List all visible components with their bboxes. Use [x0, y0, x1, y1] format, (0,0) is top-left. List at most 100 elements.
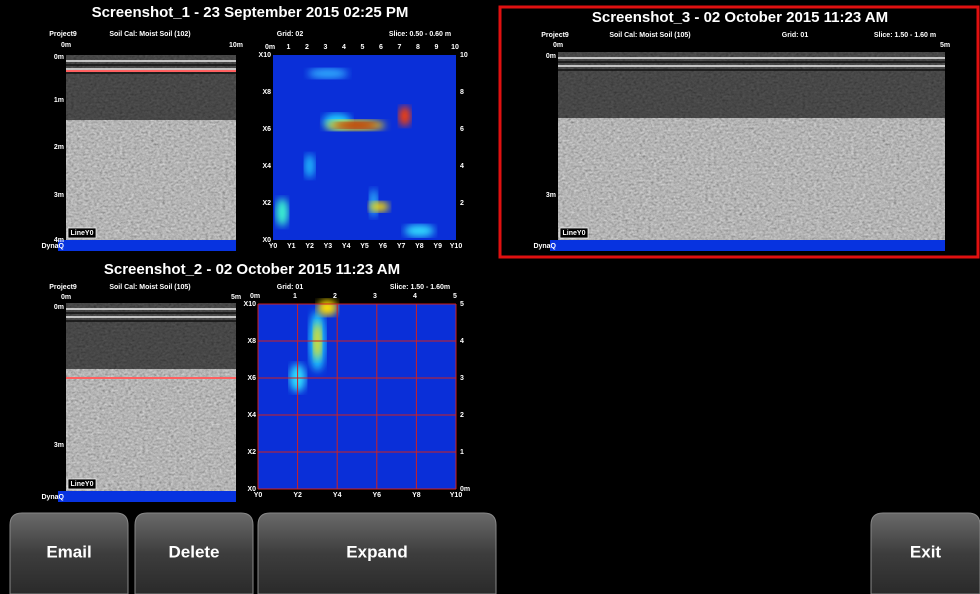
- info-grid: Grid: 01: [277, 284, 304, 291]
- map-left-label: X10: [259, 52, 272, 59]
- map-right-label: 6: [460, 126, 464, 133]
- line-label-box: [559, 227, 589, 239]
- map-right-label: 5: [460, 301, 464, 308]
- distance-label: 10m: [229, 42, 243, 49]
- map-top-label: 3: [373, 293, 377, 300]
- map-bottom-label: Y0: [254, 492, 263, 499]
- map-right-label: 2: [460, 200, 464, 207]
- map-left-label: X10: [244, 301, 257, 308]
- map-bottom-label: Y4: [342, 243, 351, 250]
- info-grid: Grid: 01: [782, 32, 809, 39]
- map-bottom-label: Y3: [324, 243, 333, 250]
- panel-title: Screenshot_2 - 02 October 2015 11:23 AM: [104, 261, 400, 278]
- info-slice: Slice: 1.50 - 1.60m: [390, 284, 450, 291]
- button[interactable]: [257, 512, 497, 594]
- map-bottom-label: Y10: [450, 492, 463, 499]
- map-right-label: 4: [460, 338, 464, 345]
- depth-label: 2m: [54, 144, 64, 151]
- line-label: LineY0: [71, 230, 94, 237]
- map-top-label: 1: [287, 44, 291, 51]
- map-top-label: 10: [451, 44, 459, 51]
- map-bottom-label: Y7: [397, 243, 406, 250]
- depth-label: 4m: [54, 237, 64, 244]
- distance-label: 0m: [61, 42, 71, 49]
- depth-label: 0m: [546, 53, 556, 60]
- button[interactable]: [9, 512, 129, 594]
- line-label: LineY0: [563, 230, 586, 237]
- heat-blob: [398, 106, 411, 127]
- map-left-label: X6: [262, 126, 271, 133]
- map-left-label: X6: [247, 375, 256, 382]
- line-label-box: [67, 478, 97, 490]
- status-bar: [58, 240, 236, 251]
- heat-blob: [307, 68, 348, 79]
- panel-title: Screenshot_3 - 02 October 2015 11:23 AM: [592, 9, 888, 26]
- slice-map: [258, 304, 456, 489]
- map-bottom-label: Y4: [333, 492, 342, 499]
- map-top-label: 0m: [265, 44, 275, 51]
- distance-label: 0m: [61, 294, 71, 301]
- button-label[interactable]: Email: [46, 542, 91, 561]
- depth-label: 3m: [54, 442, 64, 449]
- button[interactable]: [134, 512, 254, 594]
- map-bottom-label: Y10: [450, 243, 463, 250]
- map-top-label: 5: [361, 44, 365, 51]
- map-top-label: 3: [324, 44, 328, 51]
- info-slice: Slice: 0.50 - 0.60 m: [389, 31, 451, 38]
- depth-label: 3m: [546, 192, 556, 199]
- map-right-label: 3: [460, 375, 464, 382]
- brand: DynaQ: [41, 494, 64, 501]
- map-bottom-label: Y6: [379, 243, 388, 250]
- depth-label: 0m: [54, 54, 64, 61]
- map-left-label: X4: [262, 163, 271, 170]
- info-project: Project9: [49, 284, 77, 291]
- map-bottom-label: Y1: [287, 243, 296, 250]
- map-bottom-label: Y2: [293, 492, 302, 499]
- map-top-label: 8: [416, 44, 420, 51]
- map-top-label: 1: [293, 293, 297, 300]
- map-bottom-label: Y8: [412, 492, 421, 499]
- map-right-label: 4: [460, 163, 464, 170]
- map-top-label: 2: [305, 44, 309, 51]
- info-soil-cal: Soil Cal: Moist Soil (105): [109, 284, 190, 291]
- info-grid: Grid: 02: [277, 31, 304, 38]
- distance-label: 0m: [553, 42, 563, 49]
- heat-blob: [369, 201, 390, 212]
- button-label[interactable]: Exit: [910, 542, 942, 561]
- radargram-layers: [558, 52, 945, 118]
- map-top-label: 4: [413, 293, 417, 300]
- radargram-layers: [66, 55, 236, 120]
- selection-border: [498, 5, 980, 259]
- map-top-label: 5: [453, 293, 457, 300]
- map-bottom-label: Y5: [360, 243, 369, 250]
- map-left-label: X0: [262, 237, 271, 244]
- info-soil-cal: Soil Cal: Moist Soil (102): [109, 31, 190, 38]
- info-project: Project9: [49, 31, 77, 38]
- map-left-label: X0: [247, 486, 256, 493]
- map-top-label: 0m: [250, 293, 260, 300]
- radargram-layers: [66, 303, 236, 369]
- map-right-label: 0m: [460, 486, 470, 493]
- brand: DynaQ: [533, 243, 556, 250]
- depth-label: 3m: [54, 192, 64, 199]
- map-bottom-label: Y9: [433, 243, 442, 250]
- map-right-label: 8: [460, 89, 464, 96]
- heat-blob: [333, 122, 378, 129]
- distance-label: 5m: [231, 294, 241, 301]
- map-top-label: 6: [379, 44, 383, 51]
- heat-blob: [276, 198, 289, 227]
- info-project: Project9: [541, 32, 569, 39]
- brand: DynaQ: [41, 243, 64, 250]
- status-bar: [58, 491, 236, 502]
- map-top-label: 9: [435, 44, 439, 51]
- button-label[interactable]: Expand: [346, 542, 407, 561]
- status-bar: [550, 240, 945, 251]
- heat-blob: [404, 224, 435, 237]
- map-top-label: 7: [398, 44, 402, 51]
- map-right-label: 2: [460, 412, 464, 419]
- map-top-label: 4: [342, 44, 346, 51]
- map-left-label: X8: [262, 89, 271, 96]
- map-bottom-label: Y2: [305, 243, 314, 250]
- button-label[interactable]: Delete: [168, 542, 219, 561]
